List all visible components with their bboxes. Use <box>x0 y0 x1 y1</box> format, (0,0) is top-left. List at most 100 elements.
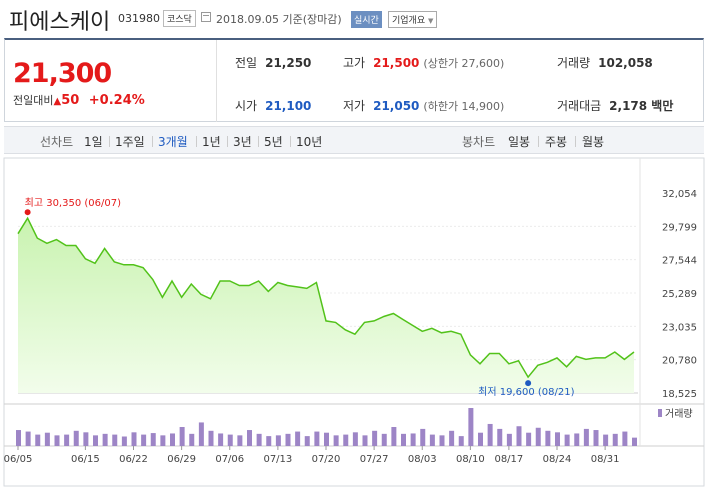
candle-chart-label: 봉차트 <box>462 135 496 149</box>
volume-bar <box>314 431 320 446</box>
volume-bar <box>372 430 378 446</box>
period-tab-3y[interactable]: 3년 <box>233 135 252 149</box>
x-tick-label: 06/22 <box>119 454 148 465</box>
period-selector: 선차트 1일 1주일 3개월 1년 3년 5년 10년 봉차트 일봉 주봉 월봉 <box>4 126 704 154</box>
change-label: 전일대비 <box>13 94 54 107</box>
change-percent: +0.24% <box>88 93 145 108</box>
volume-bar <box>574 433 580 446</box>
x-tick-label: 07/06 <box>215 454 244 465</box>
amount-label: 거래대금 <box>557 99 602 113</box>
volume-bar <box>343 434 349 446</box>
volume-bar <box>131 432 137 446</box>
period-tab-3m[interactable]: 3개월 <box>158 135 188 149</box>
divider <box>152 136 153 147</box>
period-tab-5y[interactable]: 5년 <box>264 135 283 149</box>
volume-bar <box>247 430 252 446</box>
low-label: 저가 <box>343 99 366 113</box>
volume-bar <box>93 435 98 446</box>
prev-label: 전일 <box>235 56 258 70</box>
period-tab-1y[interactable]: 1년 <box>202 135 221 149</box>
chart-frame <box>3 157 705 487</box>
volume-bar <box>516 426 522 446</box>
period-tab-10y[interactable]: 10년 <box>296 135 323 149</box>
period-tab-1w[interactable]: 1주일 <box>115 135 145 149</box>
y-tick-label: 29,799 <box>662 222 697 233</box>
volume-bar <box>266 436 272 446</box>
volume-bar <box>112 434 118 446</box>
x-tick-label: 08/24 <box>543 454 572 465</box>
high-value: 21,500 <box>373 56 420 70</box>
candle-tab-daily[interactable]: 일봉 <box>508 135 531 149</box>
stock-code: 031980 <box>118 12 160 25</box>
trade-amount: 거래대금 2,178 백만 <box>557 97 673 114</box>
y-tick-label: 25,289 <box>662 289 697 300</box>
low-label: 최저 19,600 (08/21) <box>478 386 574 398</box>
high-label: 고가 <box>343 56 366 70</box>
open-value: 21,100 <box>265 99 312 113</box>
current-price: 21,300 <box>13 58 112 89</box>
volume-bar <box>449 430 455 446</box>
volume-bar <box>35 434 41 446</box>
volume-bar <box>593 430 599 446</box>
volume-bar <box>237 435 243 446</box>
volume-bar <box>401 433 406 446</box>
divider <box>196 136 197 147</box>
volume-bar <box>285 433 291 446</box>
volume-bar <box>54 435 60 446</box>
x-tick-label: 07/27 <box>360 454 389 465</box>
realtime-button[interactable]: 실시간 <box>351 11 382 28</box>
divider <box>227 136 228 147</box>
volume-bar <box>150 433 156 446</box>
volume-bar <box>44 432 50 446</box>
base-date: 2018.09.05 기준(장마감) <box>216 13 342 26</box>
company-info-dropdown[interactable]: 기업개요 ▼ <box>388 11 438 28</box>
x-tick-label: 08/17 <box>494 454 523 465</box>
candle-tab-monthly[interactable]: 월봉 <box>582 135 605 149</box>
volume-bar <box>208 430 214 446</box>
volume-bar <box>391 427 397 446</box>
divider <box>109 136 110 147</box>
volume-bar <box>545 430 551 446</box>
volume-bar <box>160 435 166 446</box>
divider <box>575 136 576 147</box>
volume-bar <box>333 435 339 446</box>
volume-bar <box>526 432 532 446</box>
stock-header: 피에스케이 031980 코스닥 2018.09.05 기준(장마감) 실시간 … <box>0 0 708 38</box>
volume-bar <box>487 423 493 446</box>
line-chart-label: 선차트 <box>40 135 74 149</box>
volume-bar <box>429 434 435 446</box>
low-marker <box>525 380 532 387</box>
x-tick-label: 06/15 <box>71 454 100 465</box>
volume-value: 102,058 <box>598 56 653 70</box>
volume-bar <box>583 428 589 446</box>
y-tick-label: 32,054 <box>662 189 697 200</box>
x-tick-label: 08/10 <box>456 454 485 465</box>
volume-bar <box>64 434 70 446</box>
volume-bar <box>410 433 416 446</box>
x-tick-label: 06/05 <box>4 454 33 465</box>
price-area <box>18 218 634 393</box>
low-value: 21,050 <box>373 99 420 113</box>
company-info-label: 기업개요 <box>392 16 426 26</box>
volume-bar <box>198 422 204 446</box>
volume-bar <box>439 435 445 446</box>
upper-limit: (상한가 27,600) <box>423 57 505 70</box>
y-tick-label: 20,780 <box>662 356 697 367</box>
price-line <box>17 216 635 379</box>
volume-bar <box>632 437 637 446</box>
volume-bar <box>16 430 21 446</box>
volume-bar <box>73 430 79 446</box>
volume-bar <box>275 435 281 446</box>
volume: 거래량 102,058 <box>557 54 653 71</box>
volume-bar <box>555 432 560 446</box>
candle-tab-weekly[interactable]: 주봉 <box>545 135 568 149</box>
volume-bar <box>256 433 262 446</box>
volume-bar <box>83 432 89 446</box>
x-tick-label: 08/03 <box>408 454 437 465</box>
x-tick-label: 07/13 <box>263 454 292 465</box>
high-price: 고가 21,500 (상한가 27,600) <box>343 54 504 71</box>
volume-bar <box>141 434 147 446</box>
period-tab-1d[interactable]: 1일 <box>84 135 103 149</box>
volume-legend-swatch <box>658 409 662 417</box>
